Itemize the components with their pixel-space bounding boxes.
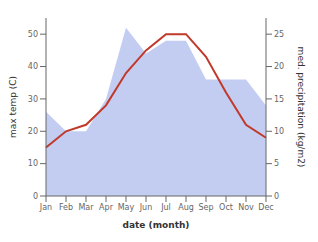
svg-text:date (month): date (month)	[123, 220, 190, 230]
svg-text:Aug: Aug	[178, 203, 194, 212]
svg-text:20: 20	[28, 127, 38, 136]
svg-text:Nov: Nov	[238, 203, 254, 212]
svg-text:15: 15	[274, 95, 284, 104]
svg-text:40: 40	[28, 62, 38, 71]
svg-text:Dec: Dec	[258, 203, 273, 212]
svg-text:0: 0	[33, 192, 38, 201]
svg-text:Apr: Apr	[99, 203, 114, 212]
svg-text:10: 10	[274, 127, 284, 136]
svg-text:30: 30	[28, 95, 38, 104]
svg-text:med. precipitation (kg/m2): med. precipitation (kg/m2)	[296, 47, 306, 168]
svg-text:5: 5	[274, 159, 279, 168]
svg-text:Feb: Feb	[59, 203, 73, 212]
svg-text:Jan: Jan	[39, 203, 52, 212]
svg-text:Mar: Mar	[78, 203, 94, 212]
svg-text:10: 10	[28, 159, 38, 168]
svg-text:0: 0	[274, 192, 279, 201]
svg-text:20: 20	[274, 62, 284, 71]
svg-text:Oct: Oct	[219, 203, 233, 212]
svg-text:Sep: Sep	[198, 203, 213, 212]
svg-text:50: 50	[28, 30, 38, 39]
svg-text:max temp (C): max temp (C)	[8, 76, 18, 138]
svg-text:25: 25	[274, 30, 284, 39]
svg-text:Jun: Jun	[139, 203, 153, 212]
svg-text:May: May	[118, 203, 135, 212]
svg-text:Jul: Jul	[160, 203, 171, 212]
